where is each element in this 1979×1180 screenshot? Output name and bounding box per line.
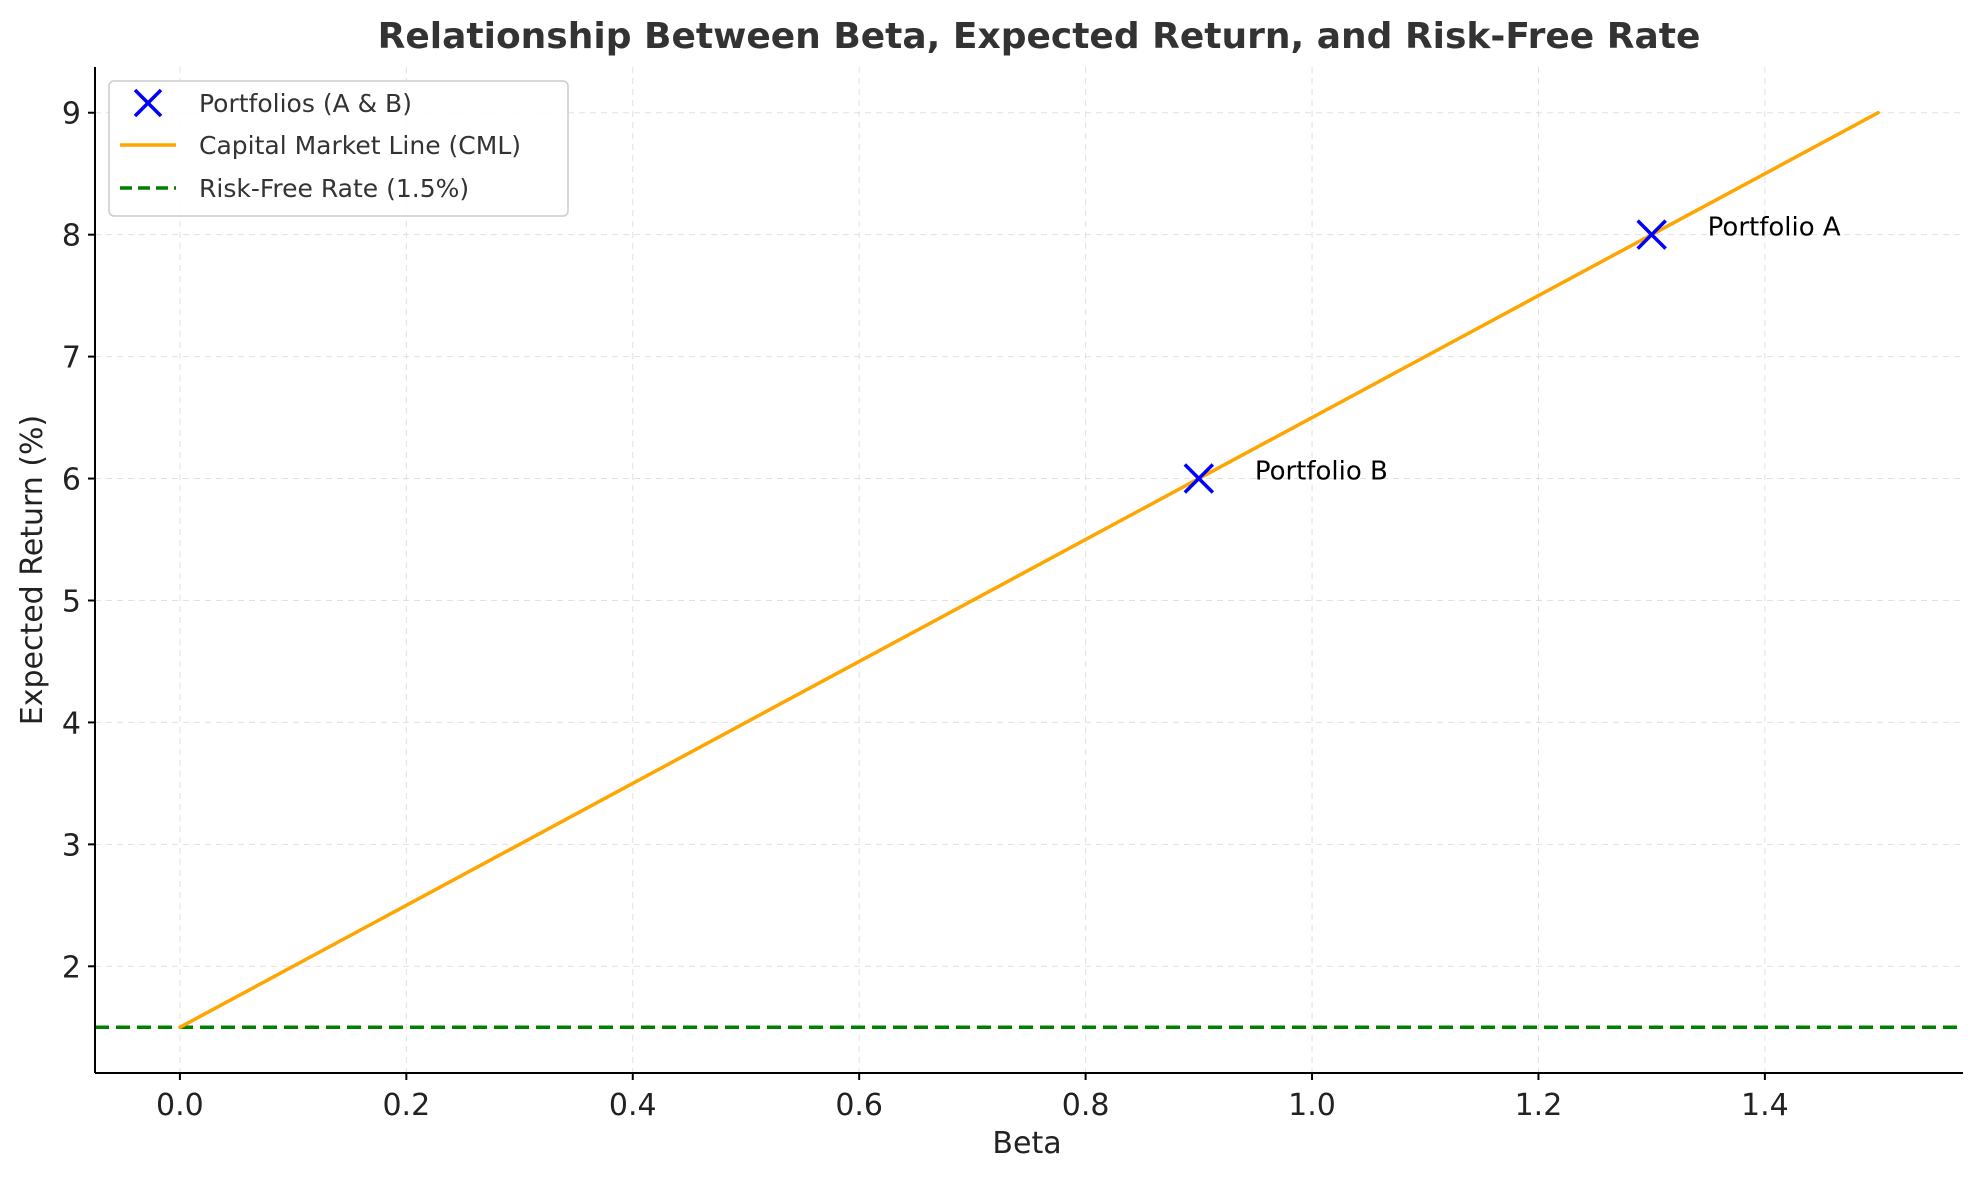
marker-stroke: [1183, 463, 1215, 494]
marker-stroke: [1636, 219, 1667, 250]
portfolio-annotation: Portfolio B: [1255, 457, 1388, 487]
x-tick-label: 1.2: [1515, 1088, 1563, 1123]
legend-label: Risk-Free Rate (1.5%): [199, 174, 469, 203]
x-tick-label: 0.0: [156, 1088, 204, 1123]
x-tick-label: 0.2: [382, 1088, 430, 1123]
y-axis-label: Expected Return (%): [15, 415, 50, 726]
x-axis-label: Beta: [992, 1126, 1061, 1161]
x-tick-label: 1.4: [1741, 1088, 1789, 1123]
capital-market-line: [178, 110, 1880, 1030]
portfolio-marker: [1183, 463, 1215, 494]
x-tick-label: 1.0: [1288, 1088, 1336, 1123]
y-tick-label: 5: [62, 584, 81, 619]
x-tick-label: 0.4: [609, 1088, 657, 1123]
chart-title: Relationship Between Beta, Expected Retu…: [378, 16, 1701, 57]
y-tick-label: 3: [62, 828, 81, 863]
legend-frame: [108, 80, 569, 217]
y-tick-label: 8: [62, 219, 81, 254]
axes: 0.0 0.2 0.4 0.6 0.8 1.0 1.2 1.4 2 3 4 5 6 7 8 9: [62, 67, 1963, 1123]
x-tick-label: 0.6: [835, 1088, 883, 1123]
plot-area: Portfolio A Portfolio B: [95, 110, 1963, 1030]
legend-label: Capital Market Line (CML): [199, 131, 521, 160]
y-tick-label: 7: [62, 341, 81, 376]
y-tick-label: 2: [62, 950, 81, 985]
x-tick-label: 0.8: [1062, 1088, 1110, 1123]
legend: Portfolios (A & B) Capital Market Line (C…: [108, 80, 569, 217]
portfolio-annotation: Portfolio A: [1708, 213, 1841, 243]
y-tick-label: 9: [62, 97, 81, 132]
y-tick-label: 6: [62, 463, 81, 498]
portfolio-marker: [1636, 219, 1667, 250]
legend-marker-portfolios: [133, 88, 163, 118]
legend-label: Portfolios (A & B): [199, 89, 412, 118]
y-tick-label: 4: [62, 706, 81, 741]
